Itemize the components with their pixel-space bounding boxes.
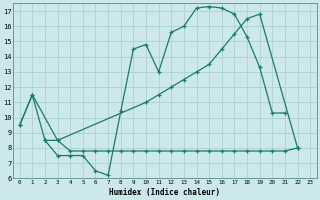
X-axis label: Humidex (Indice chaleur): Humidex (Indice chaleur) — [109, 188, 220, 197]
